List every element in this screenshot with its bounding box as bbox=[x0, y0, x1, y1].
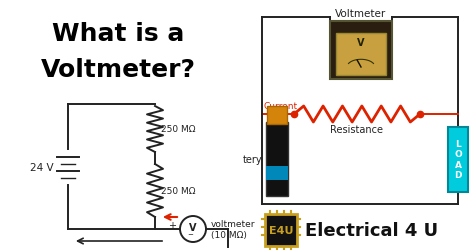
Text: Voltmeter: Voltmeter bbox=[336, 9, 387, 19]
Bar bbox=[266, 122, 288, 196]
Text: What is a: What is a bbox=[52, 22, 184, 46]
Text: tery: tery bbox=[242, 154, 262, 164]
Bar bbox=[267, 107, 287, 124]
Bar bbox=[448, 127, 468, 192]
Text: +: + bbox=[168, 220, 176, 230]
Text: V: V bbox=[189, 222, 197, 232]
Text: voltmeter
(10 MΩ): voltmeter (10 MΩ) bbox=[211, 219, 255, 239]
Bar bbox=[330, 22, 392, 80]
Text: 250 MΩ: 250 MΩ bbox=[161, 125, 195, 134]
Bar bbox=[266, 166, 288, 180]
Text: 24 V: 24 V bbox=[30, 162, 54, 172]
Bar bbox=[265, 214, 297, 246]
Text: E4U: E4U bbox=[269, 225, 293, 235]
Text: Voltmeter?: Voltmeter? bbox=[40, 58, 195, 82]
Circle shape bbox=[180, 216, 206, 242]
Text: 250 MΩ: 250 MΩ bbox=[161, 186, 195, 195]
Text: L
O
A
D: L O A D bbox=[454, 139, 462, 179]
Text: Current: Current bbox=[264, 102, 298, 111]
Text: V: V bbox=[357, 38, 365, 48]
Bar bbox=[336, 34, 386, 76]
Text: Electrical 4 U: Electrical 4 U bbox=[305, 221, 438, 239]
Text: −: − bbox=[187, 231, 193, 237]
Text: Resistance: Resistance bbox=[330, 124, 383, 135]
